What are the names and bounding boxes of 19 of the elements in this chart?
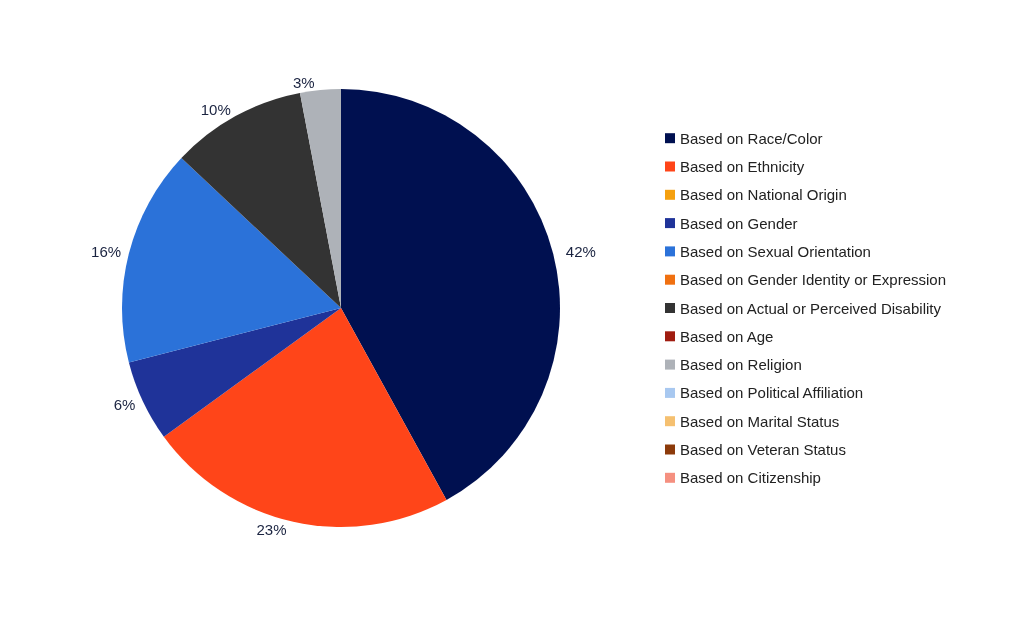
legend-label: Based on Veteran Status xyxy=(680,441,846,458)
data-label: 3% xyxy=(292,73,315,91)
legend-label: Based on Political Affiliation xyxy=(680,384,864,402)
legend-label: Based on Citizenship xyxy=(680,469,821,487)
legend-label: Based on Ethnicity xyxy=(680,158,805,175)
legend-label: Based on Actual or Perceived Disability xyxy=(680,299,942,317)
legend-label: Based on Marital Status xyxy=(680,412,840,430)
legend-label: Based on Age xyxy=(680,327,774,345)
legend-label: Based on Gender xyxy=(680,214,798,232)
data-label: 42% xyxy=(565,243,596,261)
data-label: 16% xyxy=(91,243,122,261)
data-label: 10% xyxy=(200,100,231,118)
data-label: 6% xyxy=(113,396,136,414)
legend-label: Based on Gender Identity or Expression xyxy=(680,271,946,289)
legend-label: Based on Religion xyxy=(680,356,802,374)
legend-label: Based on Sexual Orientation xyxy=(680,242,871,260)
legend-label: Based on National Origin xyxy=(680,186,847,204)
data-label: 23% xyxy=(256,521,287,539)
legend-label: Based on Race/Color xyxy=(680,129,823,147)
